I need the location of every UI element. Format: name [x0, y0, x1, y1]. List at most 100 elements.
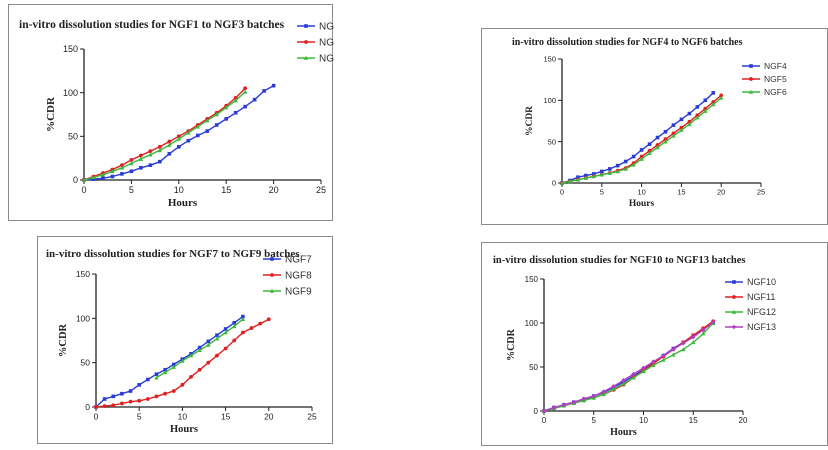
data-point	[271, 83, 276, 88]
data-point	[91, 175, 96, 180]
legend-item: NGF11	[725, 292, 775, 302]
legend-swatch-marker	[731, 324, 737, 330]
data-point	[205, 118, 210, 123]
legend-item: NGF5	[742, 74, 787, 84]
data-point	[189, 374, 193, 379]
x-tick-label: 25	[307, 412, 317, 422]
series-ngf8	[94, 317, 271, 409]
chart-panel-2: in-vitro dissolution studies for NGF4 to…	[481, 28, 828, 225]
data-point	[243, 104, 247, 109]
legend-item: NGF6	[742, 87, 787, 97]
x-tick-label: 15	[689, 416, 698, 425]
data-point	[223, 330, 228, 335]
data-point	[120, 163, 124, 168]
x-tick-label: 0	[94, 412, 99, 422]
data-point	[671, 133, 676, 138]
legend-item: NGF7	[263, 255, 312, 266]
series-ngf6	[559, 95, 724, 185]
legend-swatch-marker	[304, 24, 308, 28]
legend-item: NGF10	[725, 277, 776, 287]
data-point	[186, 138, 191, 143]
series-ngf7	[94, 314, 245, 409]
data-point	[647, 142, 652, 146]
data-point	[701, 331, 706, 336]
y-tick-label: 150	[76, 269, 90, 279]
legend-label: NGF1	[319, 22, 334, 33]
data-point	[137, 383, 141, 387]
x-tick-label: 0	[542, 416, 547, 425]
data-point	[681, 347, 686, 352]
x-tick-label: 0	[81, 185, 86, 195]
data-point	[145, 397, 150, 401]
y-tick-label: 0	[85, 402, 90, 412]
data-point	[671, 123, 676, 127]
chart-panel-1: in-vitro dissolution studies for NGF1 to…	[8, 4, 334, 221]
data-point	[233, 110, 238, 115]
data-point	[214, 336, 220, 341]
x-tick-label: 15	[221, 412, 231, 422]
data-point	[240, 317, 246, 322]
legend-label: NGF8	[285, 271, 312, 282]
legend-label: NGF11	[747, 292, 775, 302]
data-point	[671, 347, 676, 352]
data-point	[138, 156, 144, 161]
data-point	[157, 148, 163, 153]
x-tick-label: 20	[269, 185, 279, 195]
data-point	[111, 394, 116, 399]
y-axis-label: %CDR	[506, 328, 517, 360]
data-point	[197, 348, 202, 353]
data-point	[205, 129, 210, 133]
series-nfg12	[541, 320, 716, 413]
data-point	[111, 403, 116, 408]
data-point	[661, 357, 666, 362]
legend-label: NGF6	[764, 87, 787, 97]
data-point	[206, 339, 211, 344]
data-point	[167, 139, 172, 144]
series-ngf4	[560, 91, 716, 185]
legend-item: NGF1	[297, 22, 334, 33]
data-point	[691, 340, 696, 345]
data-point	[197, 367, 202, 372]
data-point	[561, 402, 567, 408]
series-line	[561, 92, 714, 184]
x-tick-label: 5	[592, 416, 597, 425]
data-point	[232, 338, 237, 343]
data-point	[215, 333, 219, 337]
chart-panel-3: in-vitro dissolution studies for NGF7 to…	[37, 236, 333, 444]
data-point	[615, 169, 620, 174]
data-point	[167, 142, 172, 147]
data-point	[148, 149, 153, 154]
series-ngf13	[541, 319, 716, 414]
x-tick-label: 5	[600, 188, 604, 197]
data-point	[583, 175, 589, 180]
data-point	[81, 177, 87, 182]
y-tick-label: 50	[529, 363, 538, 372]
data-point	[679, 127, 684, 132]
data-point	[224, 105, 229, 110]
series-ngf11	[542, 319, 716, 413]
x-tick-label: 10	[637, 188, 645, 197]
data-point	[592, 172, 596, 176]
x-axis-label: Hours	[168, 197, 198, 209]
data-point	[157, 144, 162, 149]
data-point	[600, 169, 604, 174]
data-point	[176, 136, 181, 141]
legend-label: NGF2	[319, 38, 334, 49]
data-point	[663, 137, 668, 142]
data-point	[242, 89, 248, 94]
data-point	[703, 108, 708, 113]
y-axis-label: %CDR	[525, 106, 535, 136]
data-point	[241, 314, 245, 319]
data-point	[571, 399, 577, 405]
series-line	[83, 87, 246, 181]
data-point	[129, 161, 134, 166]
legend-swatch-marker	[749, 77, 753, 81]
data-point	[258, 321, 263, 326]
data-point	[154, 394, 159, 399]
data-point	[631, 162, 636, 167]
data-point	[148, 163, 153, 167]
data-point	[651, 359, 656, 365]
data-point	[249, 326, 254, 330]
series-ngf1	[82, 83, 276, 182]
legend-swatch-marker	[748, 89, 754, 94]
